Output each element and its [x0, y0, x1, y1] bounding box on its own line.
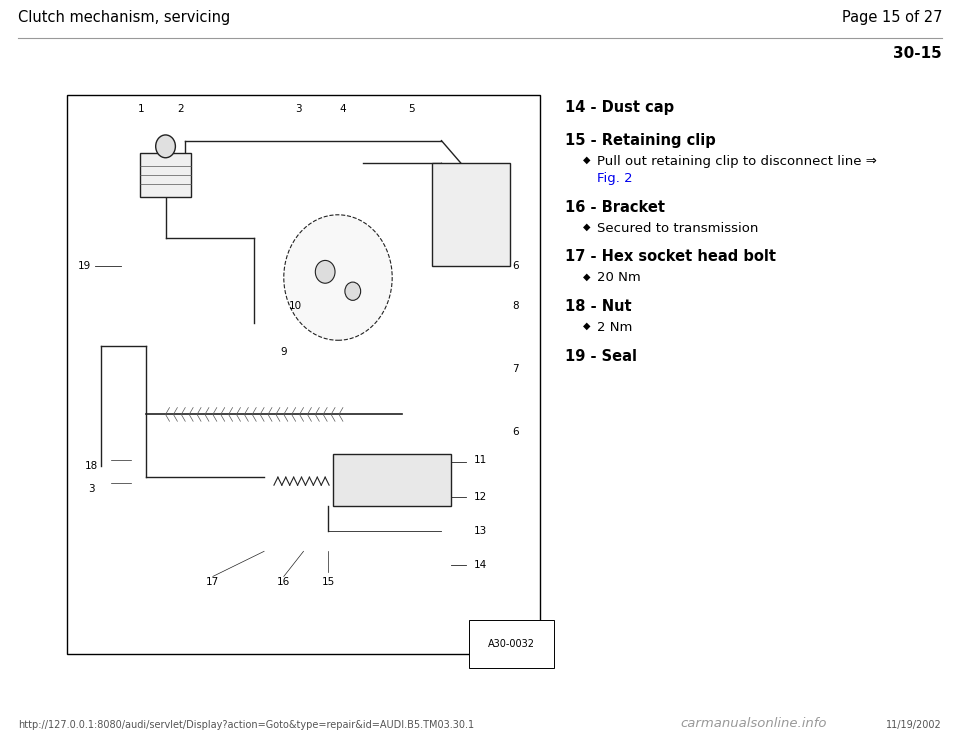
- Text: http://127.0.0.1:8080/audi/servlet/Display?action=Goto&type=repair&id=AUDI.B5.TM: http://127.0.0.1:8080/audi/servlet/Displ…: [18, 720, 474, 730]
- Text: ◆: ◆: [583, 321, 590, 331]
- Bar: [432, 163, 511, 266]
- Text: 11: 11: [474, 455, 488, 465]
- Text: 19: 19: [78, 261, 91, 271]
- Text: 16: 16: [277, 577, 291, 587]
- Text: ◆: ◆: [583, 272, 590, 281]
- Bar: [333, 454, 451, 506]
- Circle shape: [284, 214, 393, 341]
- Text: 10: 10: [289, 301, 302, 311]
- Text: Clutch mechanism, servicing: Clutch mechanism, servicing: [18, 10, 230, 25]
- Text: 1: 1: [137, 104, 144, 114]
- Text: 3: 3: [296, 104, 301, 114]
- Text: 30-15: 30-15: [893, 46, 942, 61]
- Text: 4: 4: [340, 104, 347, 114]
- Text: 15 - Retaining clip: 15 - Retaining clip: [565, 133, 716, 148]
- Text: 2 Nm: 2 Nm: [597, 321, 633, 334]
- Text: 8: 8: [512, 301, 518, 311]
- Text: Secured to transmission: Secured to transmission: [597, 222, 758, 234]
- Circle shape: [345, 282, 361, 301]
- Text: 11/19/2002: 11/19/2002: [886, 720, 942, 730]
- Text: Pull out retaining clip to disconnect line ⇒: Pull out retaining clip to disconnect li…: [597, 155, 876, 168]
- Text: 17: 17: [206, 577, 220, 587]
- Text: A30-0032: A30-0032: [488, 639, 535, 649]
- Text: 6: 6: [512, 261, 518, 271]
- Text: 6: 6: [512, 427, 518, 436]
- Circle shape: [315, 260, 335, 283]
- Text: 7: 7: [512, 364, 518, 374]
- Text: 12: 12: [474, 491, 488, 502]
- Text: 18: 18: [85, 461, 98, 470]
- Text: 20 Nm: 20 Nm: [597, 272, 640, 284]
- Text: Page 15 of 27: Page 15 of 27: [842, 10, 942, 25]
- Text: 15: 15: [322, 577, 335, 587]
- Text: 17 - Hex socket head bolt: 17 - Hex socket head bolt: [565, 249, 776, 264]
- Text: carmanualsonline.info: carmanualsonline.info: [680, 717, 827, 730]
- Text: ◆: ◆: [583, 222, 590, 232]
- Text: ◆: ◆: [583, 155, 590, 165]
- Bar: [140, 153, 191, 197]
- Text: 5: 5: [409, 104, 416, 114]
- Text: Fig. 2: Fig. 2: [597, 172, 633, 185]
- Text: 18 - Nut: 18 - Nut: [565, 299, 632, 314]
- Text: 2: 2: [177, 104, 183, 114]
- Circle shape: [156, 135, 176, 158]
- Text: 14 - Dust cap: 14 - Dust cap: [565, 100, 674, 115]
- Bar: [67, 95, 540, 654]
- Text: 19 - Seal: 19 - Seal: [565, 349, 637, 364]
- Text: 3: 3: [88, 484, 95, 493]
- Text: 13: 13: [474, 526, 488, 536]
- Text: 16 - Bracket: 16 - Bracket: [565, 200, 665, 214]
- Text: 9: 9: [280, 347, 287, 357]
- Text: 14: 14: [474, 560, 488, 570]
